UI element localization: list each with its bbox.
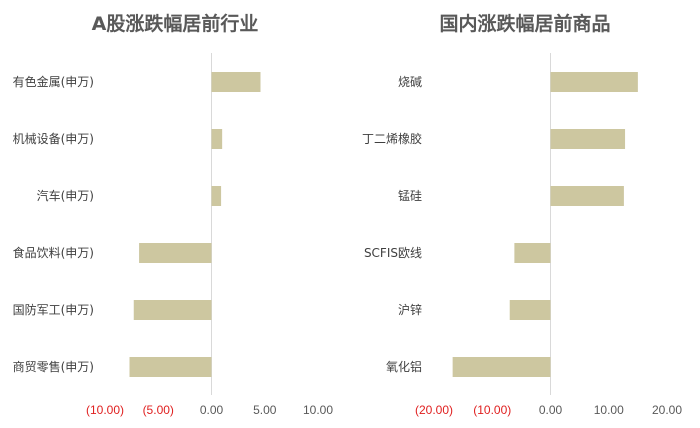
industry-x-tick-label: (10.00) bbox=[86, 403, 124, 417]
industry-category-label: 机械设备(申万) bbox=[13, 131, 94, 146]
industry-bar bbox=[211, 186, 222, 206]
commodity-x-tick-label: 0.00 bbox=[539, 403, 563, 417]
commodity-category-label: 沪锌 bbox=[398, 303, 422, 317]
commodity-category-label: SCFIS欧线 bbox=[364, 246, 422, 260]
commodity-bar bbox=[514, 243, 551, 263]
commodity-bar bbox=[550, 186, 624, 206]
commodity-bar bbox=[509, 300, 551, 320]
commodity-bar bbox=[452, 357, 551, 377]
industry-bar bbox=[129, 357, 212, 377]
commodity-category-label: 丁二烯橡胶 bbox=[362, 131, 422, 146]
industry-chart-title: A股涨跌幅居前行业 bbox=[92, 12, 259, 35]
industry-bar bbox=[211, 72, 261, 92]
commodity-x-tick-label: (20.00) bbox=[415, 403, 453, 417]
commodity-chart-title: 国内涨跌幅居前商品 bbox=[439, 12, 610, 35]
industry-category-label: 商贸零售(申万) bbox=[13, 359, 94, 374]
industry-x-tick-label: 5.00 bbox=[253, 403, 277, 417]
commodity-category-label: 氧化铝 bbox=[386, 359, 422, 374]
industry-category-label: 汽车(申万) bbox=[37, 188, 94, 203]
industry-x-tick-label: (5.00) bbox=[143, 403, 174, 417]
commodity-x-tick-label: 10.00 bbox=[594, 403, 624, 417]
commodity-category-label: 锰硅 bbox=[398, 188, 422, 203]
industry-x-tick-label: 10.00 bbox=[303, 403, 333, 417]
commodity-x-tick-label: (10.00) bbox=[473, 403, 511, 417]
industry-bar bbox=[211, 129, 223, 149]
industry-category-label: 国防军工(申万) bbox=[13, 302, 94, 317]
industry-category-label: 食品饮料(申万) bbox=[13, 245, 94, 260]
commodity-bar bbox=[550, 72, 638, 92]
industry-bar bbox=[139, 243, 212, 263]
commodity-x-tick-label: 20.00 bbox=[652, 403, 682, 417]
industry-x-tick-label: 0.00 bbox=[200, 403, 224, 417]
industry-bar bbox=[133, 300, 212, 320]
commodity-bar bbox=[550, 129, 626, 149]
industry-category-label: 有色金属(申万) bbox=[13, 74, 94, 89]
commodity-category-label: 烧碱 bbox=[398, 75, 422, 89]
